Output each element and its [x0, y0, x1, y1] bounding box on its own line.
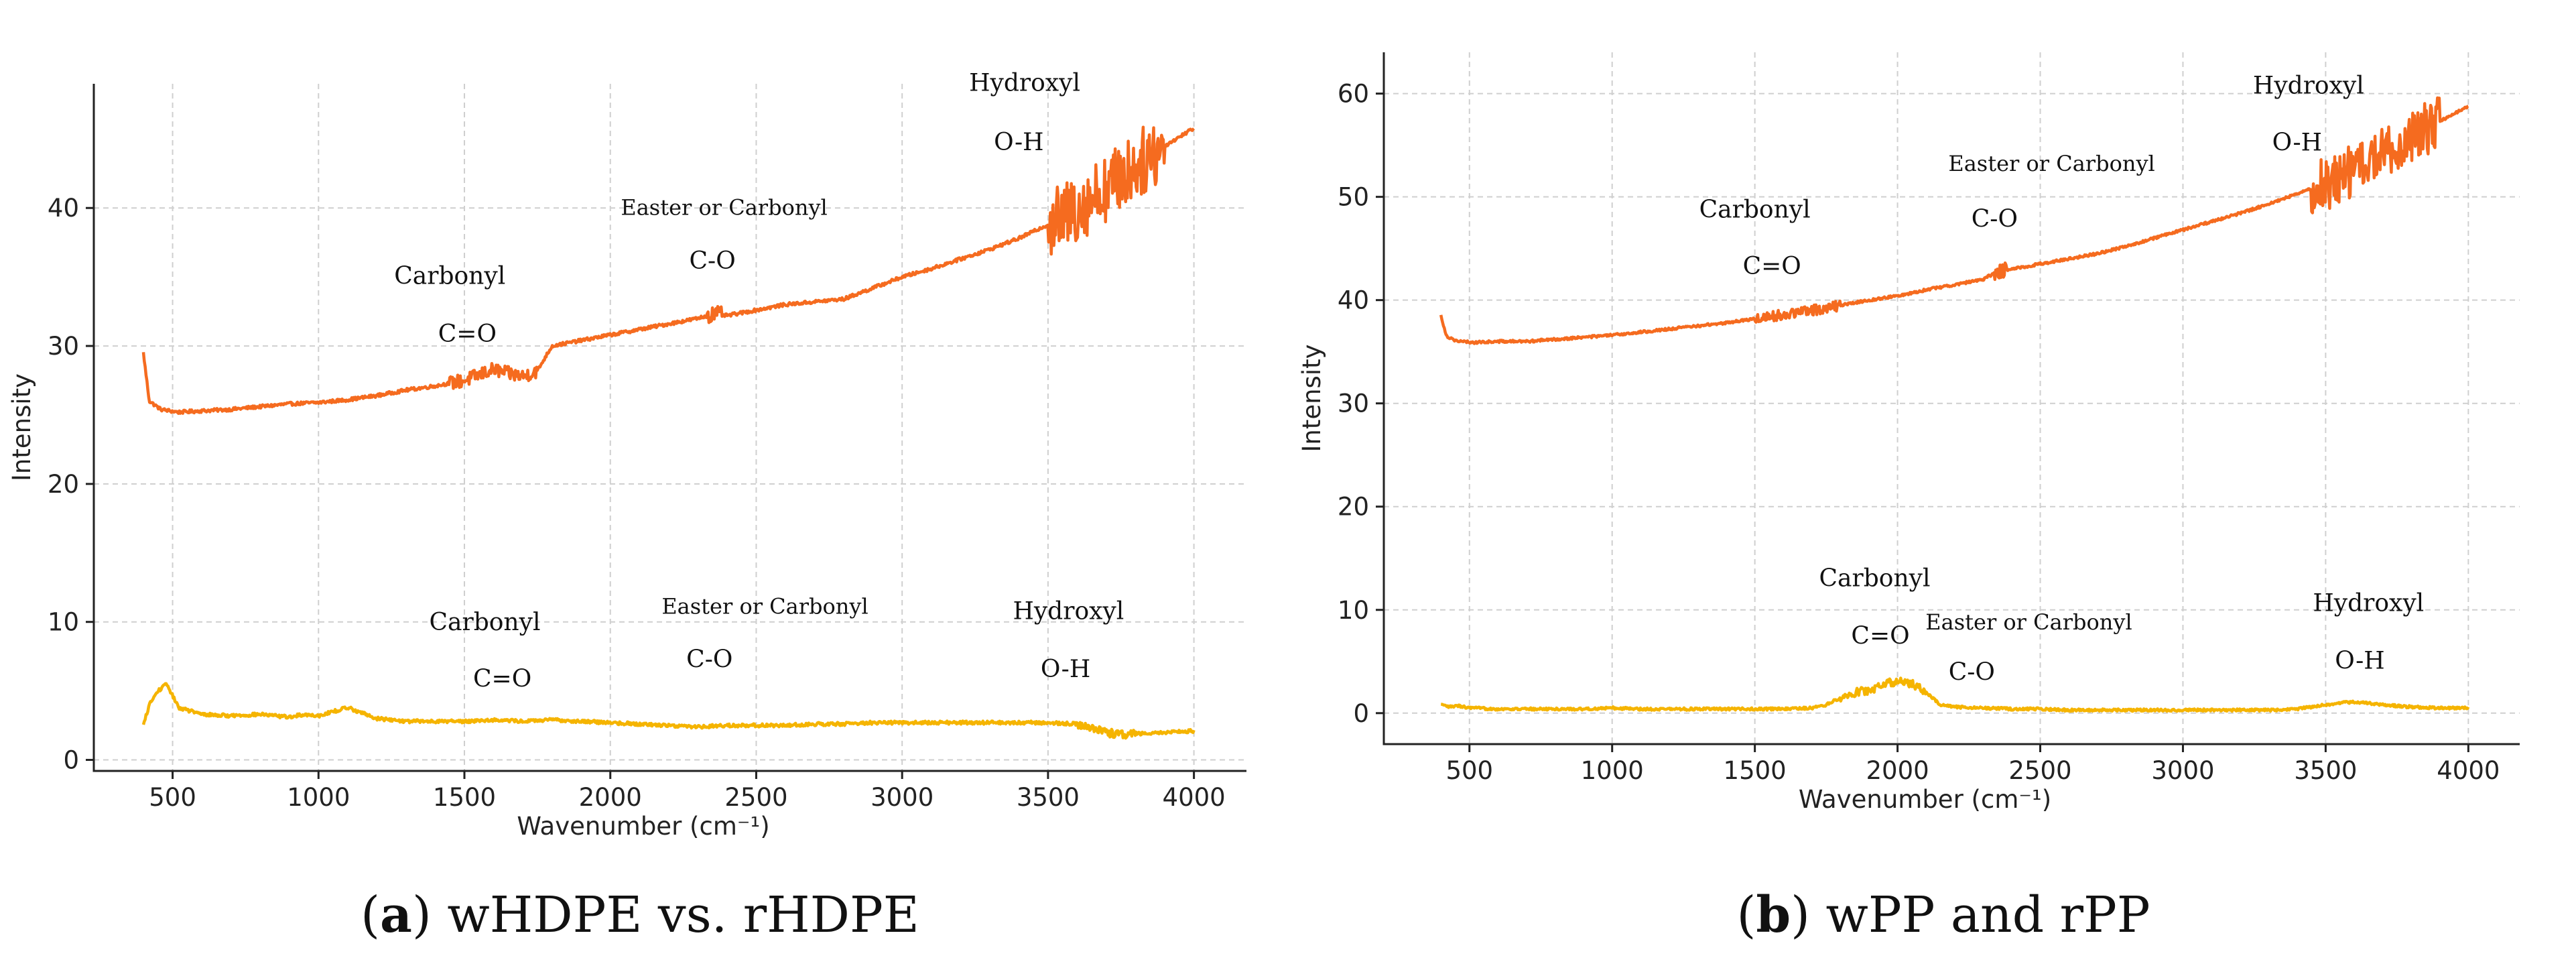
annotation-label: C-O: [1949, 659, 1995, 686]
x-tick-label: 500: [149, 783, 196, 812]
panel-b-caption-text: wPP and rPP: [1810, 886, 2150, 944]
x-tick-label: 1000: [287, 783, 350, 812]
y-tick-label: 0: [63, 746, 79, 775]
x-tick-label: 4000: [1163, 783, 1226, 812]
annotation-label: O-H: [994, 129, 1043, 156]
x-tick-label: 1500: [433, 783, 496, 812]
annotation-label: C=O: [1743, 253, 1801, 280]
x-tick-label: 3000: [2151, 756, 2214, 785]
y-tick-label: 30: [48, 332, 79, 361]
x-tick-label: 1500: [1724, 756, 1787, 785]
annotation-label: Carbonyl: [430, 609, 541, 636]
x-tick-label: 2000: [1866, 756, 1929, 785]
annotation-label: Carbonyl: [394, 262, 505, 290]
x-tick-label: 2000: [579, 783, 642, 812]
panel-b-caption-letter: b: [1756, 886, 1791, 944]
series-line-upper: [1439, 96, 2469, 345]
annotation-label: C-O: [1972, 205, 2018, 233]
y-tick-label: 20: [48, 470, 79, 499]
annotation-label: Easter or Carbonyl: [661, 593, 868, 619]
y-tick-label: 40: [1338, 286, 1369, 315]
x-tick-label: 3000: [871, 783, 933, 812]
y-tick-label: 40: [48, 194, 79, 223]
axis-spines: [1382, 52, 2520, 745]
x-tick-label: 3500: [2294, 756, 2357, 785]
y-tick-label: 10: [1338, 596, 1369, 625]
annotation-label: Hydroxyl: [969, 69, 1080, 97]
x-tick-label: 4000: [2437, 756, 2500, 785]
annotation-label: Hydroxyl: [1013, 598, 1124, 625]
annotation-label: C=O: [438, 320, 497, 348]
annotation-label: Easter or Carbonyl: [1925, 609, 2132, 635]
series-line-upper: [141, 125, 1196, 415]
annotation-label: Easter or Carbonyl: [1948, 151, 2154, 176]
annotation-label: C=O: [473, 665, 531, 692]
y-tick-label: 10: [48, 608, 79, 637]
annotation-label: Hydroxyl: [2253, 72, 2364, 100]
x-tick-label: 3500: [1017, 783, 1080, 812]
series-line-lower: [1440, 676, 2470, 713]
annotation-label: Carbonyl: [1819, 564, 1931, 592]
panel-a-caption-text: wHDPE vs. rHDPE: [432, 886, 919, 944]
panel-a-chart: 500 1000 1500 2000 2500 3000 3500 4000 0 10 20 30 40…: [7, 69, 1246, 841]
annotation-label: O-H: [1041, 656, 1090, 683]
annotation-label: Easter or Carbonyl: [621, 195, 827, 221]
annotation-label: C-O: [686, 646, 732, 674]
annotation-label: Hydroxyl: [2313, 589, 2424, 617]
panel-a-caption-letter: a: [380, 886, 412, 944]
y-axis-label: Intensity: [7, 373, 36, 481]
annotation-label: C-O: [690, 247, 736, 275]
x-tick-label: 2500: [2008, 756, 2071, 785]
series-line-lower: [141, 682, 1196, 740]
y-tick-label: 20: [1338, 493, 1369, 522]
y-tick-label: 60: [1338, 80, 1369, 109]
x-axis-label: Wavenumber (cm⁻¹): [1799, 785, 2051, 814]
annotation-label: O-H: [2272, 129, 2322, 156]
axis-spines: [92, 84, 1246, 772]
y-axis-label: Intensity: [1297, 344, 1326, 452]
annotation-label: O-H: [2335, 648, 2384, 675]
y-tick-label: 30: [1338, 389, 1369, 418]
y-tick-label: 0: [1353, 699, 1369, 728]
panel-b-chart: 500 1000 1500 2000 2500 3000 3500 4000 0 10 20 30 40…: [1297, 52, 2520, 814]
x-tick-label: 2500: [724, 783, 787, 812]
y-tick-label: 50: [1338, 183, 1369, 212]
panel-b-caption: (b) wPP and rPP: [1736, 886, 2150, 944]
annotation-label: Carbonyl: [1699, 196, 1811, 223]
annotation-label: C=O: [1851, 623, 1909, 650]
x-tick-label: 500: [1445, 756, 1493, 785]
panel-a-caption: (a) wHDPE vs. rHDPE: [361, 886, 919, 944]
x-tick-label: 1000: [1581, 756, 1644, 785]
x-axis-label: Wavenumber (cm⁻¹): [517, 812, 769, 841]
